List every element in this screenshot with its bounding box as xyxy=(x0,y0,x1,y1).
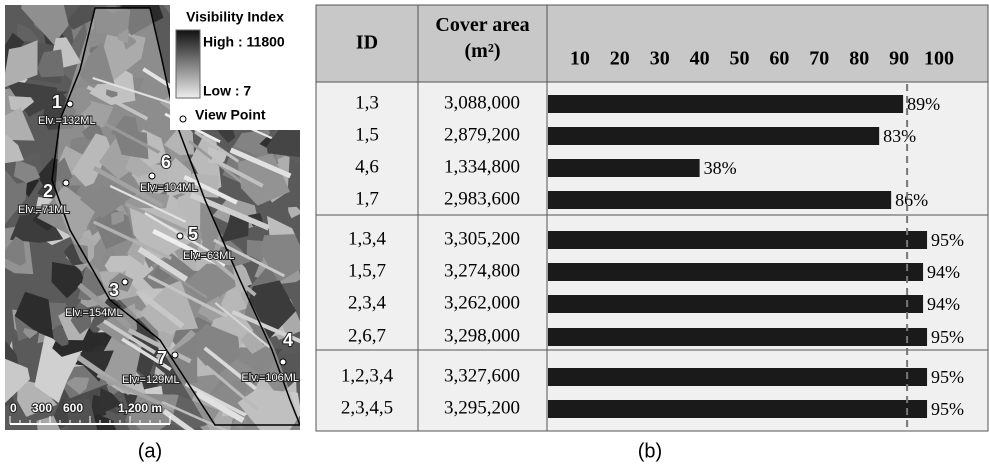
value-label: 94% xyxy=(927,294,960,314)
viewpoint-label: 3 xyxy=(109,280,119,300)
bar xyxy=(548,295,923,313)
row-id: 2,3,4 xyxy=(348,292,387,313)
x-tick-label: 100 xyxy=(924,48,954,70)
viewpoint-label: 7 xyxy=(157,348,167,368)
viewpoint-elevation: Elv.=71ML xyxy=(18,204,69,216)
caption: (b) xyxy=(638,440,662,462)
cover-area: 3,327,600 xyxy=(444,365,520,386)
viewpoint xyxy=(280,359,286,365)
bar xyxy=(548,231,927,249)
viewpoint-elevation: Elv.=104ML xyxy=(140,182,198,194)
bar xyxy=(548,159,700,177)
scale-label: 300 xyxy=(32,401,52,415)
scale-label: 0 xyxy=(10,401,17,415)
viewpoint-elevation: Elv.=106ML xyxy=(241,372,299,384)
value-label: 94% xyxy=(927,262,960,282)
x-tick-label: 50 xyxy=(730,48,750,70)
value-label: 95% xyxy=(931,367,964,387)
x-tick-label: 90 xyxy=(889,48,909,70)
cover-area: 3,088,000 xyxy=(444,92,520,113)
bar xyxy=(548,95,903,113)
viewpoint-elevation: Elv.=132ML xyxy=(38,115,96,127)
viewpoint xyxy=(149,173,155,179)
bar xyxy=(548,328,927,346)
x-tick-label: 80 xyxy=(849,48,869,70)
viewpoint xyxy=(122,279,128,285)
figure: ID (a) (b) Visibility Index High : 11800 L… xyxy=(0,0,989,466)
value-label: 95% xyxy=(931,327,964,347)
x-tick-label: 60 xyxy=(769,48,789,70)
x-tick-label: 70 xyxy=(809,48,829,70)
row-id: 1,3 xyxy=(355,92,379,113)
column-header: ID xyxy=(356,32,378,54)
cover-area: 3,305,200 xyxy=(444,228,520,249)
viewpoint-label: 5 xyxy=(188,224,198,244)
viewpoint-elevation: Elv.=63ML xyxy=(183,250,234,262)
legend-title: Visibility Index xyxy=(186,9,284,25)
row-id: 4,6 xyxy=(355,156,379,177)
legend-viewpoint-symbol xyxy=(180,116,186,122)
terrain xyxy=(1,236,26,266)
bar xyxy=(548,400,927,418)
row-id: 2,3,4,5 xyxy=(341,397,393,418)
bar xyxy=(548,263,923,281)
viewpoint xyxy=(172,352,178,358)
row-id: 1,5,7 xyxy=(348,260,386,281)
viewpoint-elevation: Elv.=129ML xyxy=(122,374,180,386)
viewpoint-elevation: Elv.=154ML xyxy=(65,307,123,319)
row-id: 2,6,7 xyxy=(348,325,386,346)
cover-area: 3,274,800 xyxy=(444,260,520,281)
x-tick-label: 20 xyxy=(610,48,630,70)
viewpoint-label: 2 xyxy=(43,181,53,201)
x-tick-label: 30 xyxy=(650,48,670,70)
value-label: 86% xyxy=(895,190,928,210)
cover-area: 3,295,200 xyxy=(444,397,520,418)
viewpoint-label: 1 xyxy=(52,92,62,112)
cover-area: 1,334,800 xyxy=(444,156,520,177)
legend-ramp xyxy=(176,30,200,98)
value-label: 83% xyxy=(883,126,916,146)
x-tick-label: 10 xyxy=(570,48,590,70)
row-id: 1,2,3,4 xyxy=(341,365,394,386)
page: ID (a) (b) Visibility Index High : 11800 L… xyxy=(0,0,989,466)
legend-viewpoint: View Point xyxy=(195,107,266,123)
column-header: Cover area (m²) xyxy=(418,12,547,64)
value-label: 95% xyxy=(931,399,964,419)
value-label: 38% xyxy=(704,158,737,178)
cover-area: 2,983,600 xyxy=(444,188,520,209)
x-tick-label: 40 xyxy=(690,48,710,70)
caption: (a) xyxy=(138,440,162,462)
scale-label: 600 xyxy=(63,401,83,415)
bar xyxy=(548,191,891,209)
viewpoint-label: 6 xyxy=(161,152,171,172)
viewpoint xyxy=(63,180,69,186)
row-id: 1,3,4 xyxy=(348,228,387,249)
value-label: 89% xyxy=(907,94,940,114)
viewpoint xyxy=(177,233,183,239)
cover-area: 2,879,200 xyxy=(444,124,520,145)
viewpoint-label: 4 xyxy=(283,330,293,350)
bar xyxy=(548,127,879,145)
cover-area: 3,262,000 xyxy=(444,292,520,313)
viewpoint xyxy=(67,101,73,107)
column-header-text: Cover area (m²) xyxy=(433,12,533,64)
value-label: 95% xyxy=(931,230,964,250)
legend-high: High : 11800 xyxy=(203,34,285,50)
scale-label: 1,200 m xyxy=(118,401,162,415)
row-id: 1,7 xyxy=(355,188,379,209)
bar xyxy=(548,368,927,386)
cover-area: 3,298,000 xyxy=(444,325,520,346)
row-id: 1,5 xyxy=(355,124,379,145)
legend-low: Low : 7 xyxy=(203,83,251,99)
table-header xyxy=(316,5,988,82)
